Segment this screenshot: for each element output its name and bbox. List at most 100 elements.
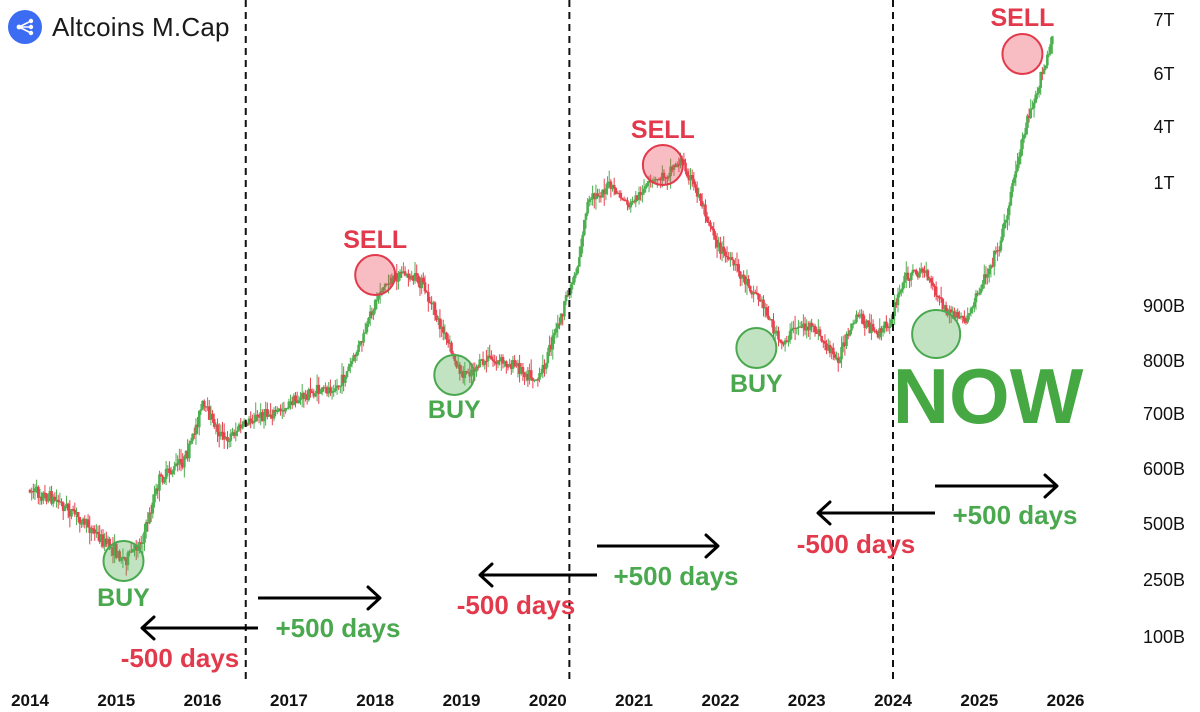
candle-body: [65, 503, 68, 507]
candle-body: [657, 178, 661, 181]
candle-body: [75, 511, 78, 515]
candle-body: [398, 271, 402, 278]
candle-body: [641, 193, 644, 196]
candle-body: [543, 364, 546, 370]
candle-body: [739, 271, 742, 279]
candle-body: [339, 385, 342, 388]
candle-body: [782, 343, 785, 345]
candle-body: [524, 373, 528, 378]
candle-body: [762, 299, 765, 309]
candle-body: [395, 273, 399, 282]
candle-body: [294, 395, 297, 401]
candle-body: [795, 327, 799, 330]
candle-body: [290, 401, 294, 406]
candle-body: [1036, 93, 1039, 95]
candle-body: [347, 366, 350, 372]
candle-body: [637, 192, 641, 200]
candle-body: [375, 299, 379, 301]
candle-body: [1019, 149, 1023, 157]
candle-body: [755, 292, 759, 295]
candle-body: [644, 186, 648, 189]
candle-body: [556, 323, 560, 329]
candle-body: [292, 395, 296, 406]
candle-body: [108, 538, 111, 549]
candle-body: [710, 226, 714, 229]
candle-body: [216, 424, 219, 432]
candle-body: [186, 450, 189, 459]
candle-body: [856, 314, 860, 317]
candle-body: [443, 332, 447, 334]
candle-body: [868, 322, 872, 334]
candle-body: [1024, 127, 1028, 135]
candle-body: [249, 418, 253, 421]
candle-body: [110, 547, 113, 549]
candle-body: [639, 192, 643, 196]
candle-body: [93, 529, 97, 534]
candle-body: [717, 242, 721, 248]
candle-body: [342, 374, 345, 383]
candle-body: [80, 523, 83, 525]
candle-body: [1039, 72, 1043, 88]
candle-body: [730, 257, 734, 261]
candle-body: [154, 488, 158, 494]
candle-body: [863, 324, 867, 328]
candle-body: [227, 440, 231, 442]
candle-body: [707, 221, 711, 223]
candle-body: [777, 330, 780, 340]
candle-body: [355, 351, 359, 356]
candle-body: [481, 359, 485, 365]
candle-body: [468, 373, 472, 377]
candle-body: [986, 274, 989, 278]
candle-body: [878, 328, 882, 338]
candle-body: [500, 357, 503, 362]
candle-body: [56, 499, 60, 502]
candle-body: [652, 180, 656, 182]
candle-body: [554, 328, 558, 333]
candle-body: [70, 508, 73, 517]
candle-body: [1046, 54, 1049, 66]
candle-body: [1029, 109, 1033, 118]
candle-body: [735, 264, 739, 266]
candle-body: [148, 512, 151, 524]
candle-body: [51, 496, 55, 504]
candle-body: [390, 277, 394, 285]
candle-body: [204, 406, 208, 408]
candle-body: [909, 273, 913, 281]
candle-body: [196, 424, 199, 428]
candle-body: [843, 342, 847, 346]
candle-body: [1047, 53, 1051, 55]
candle-body: [380, 290, 384, 293]
candle-body: [674, 164, 677, 168]
candle-body: [815, 332, 818, 334]
candle-body: [513, 359, 516, 365]
candle-body: [548, 344, 551, 353]
candle-body: [96, 531, 100, 535]
candle-body: [785, 340, 789, 343]
candle-body: [614, 188, 618, 194]
candle-body: [214, 424, 218, 427]
candle-body: [124, 558, 128, 566]
y-tick-label: 7T: [1153, 10, 1174, 30]
candle-body: [853, 322, 857, 324]
candle-body: [709, 222, 712, 227]
candle-body: [88, 527, 92, 534]
candle-body: [475, 366, 478, 372]
y-tick-label: 1T: [1153, 173, 1174, 193]
candle-body: [408, 277, 412, 280]
candle-body: [817, 329, 820, 334]
now-label: NOW: [893, 352, 1084, 440]
candle-body: [866, 320, 870, 323]
candle-body: [232, 432, 236, 436]
candle-body: [745, 279, 749, 285]
candle-body: [460, 371, 463, 374]
candle-body: [591, 193, 594, 199]
candle-body: [335, 385, 339, 389]
candle-body: [60, 501, 63, 503]
candle-body: [949, 309, 953, 313]
candle-body: [855, 314, 858, 323]
candle-body: [81, 518, 85, 524]
candle-body: [702, 204, 706, 207]
candle-body: [173, 466, 176, 471]
candle-body: [470, 369, 473, 377]
x-tick-label: 2019: [443, 691, 481, 710]
